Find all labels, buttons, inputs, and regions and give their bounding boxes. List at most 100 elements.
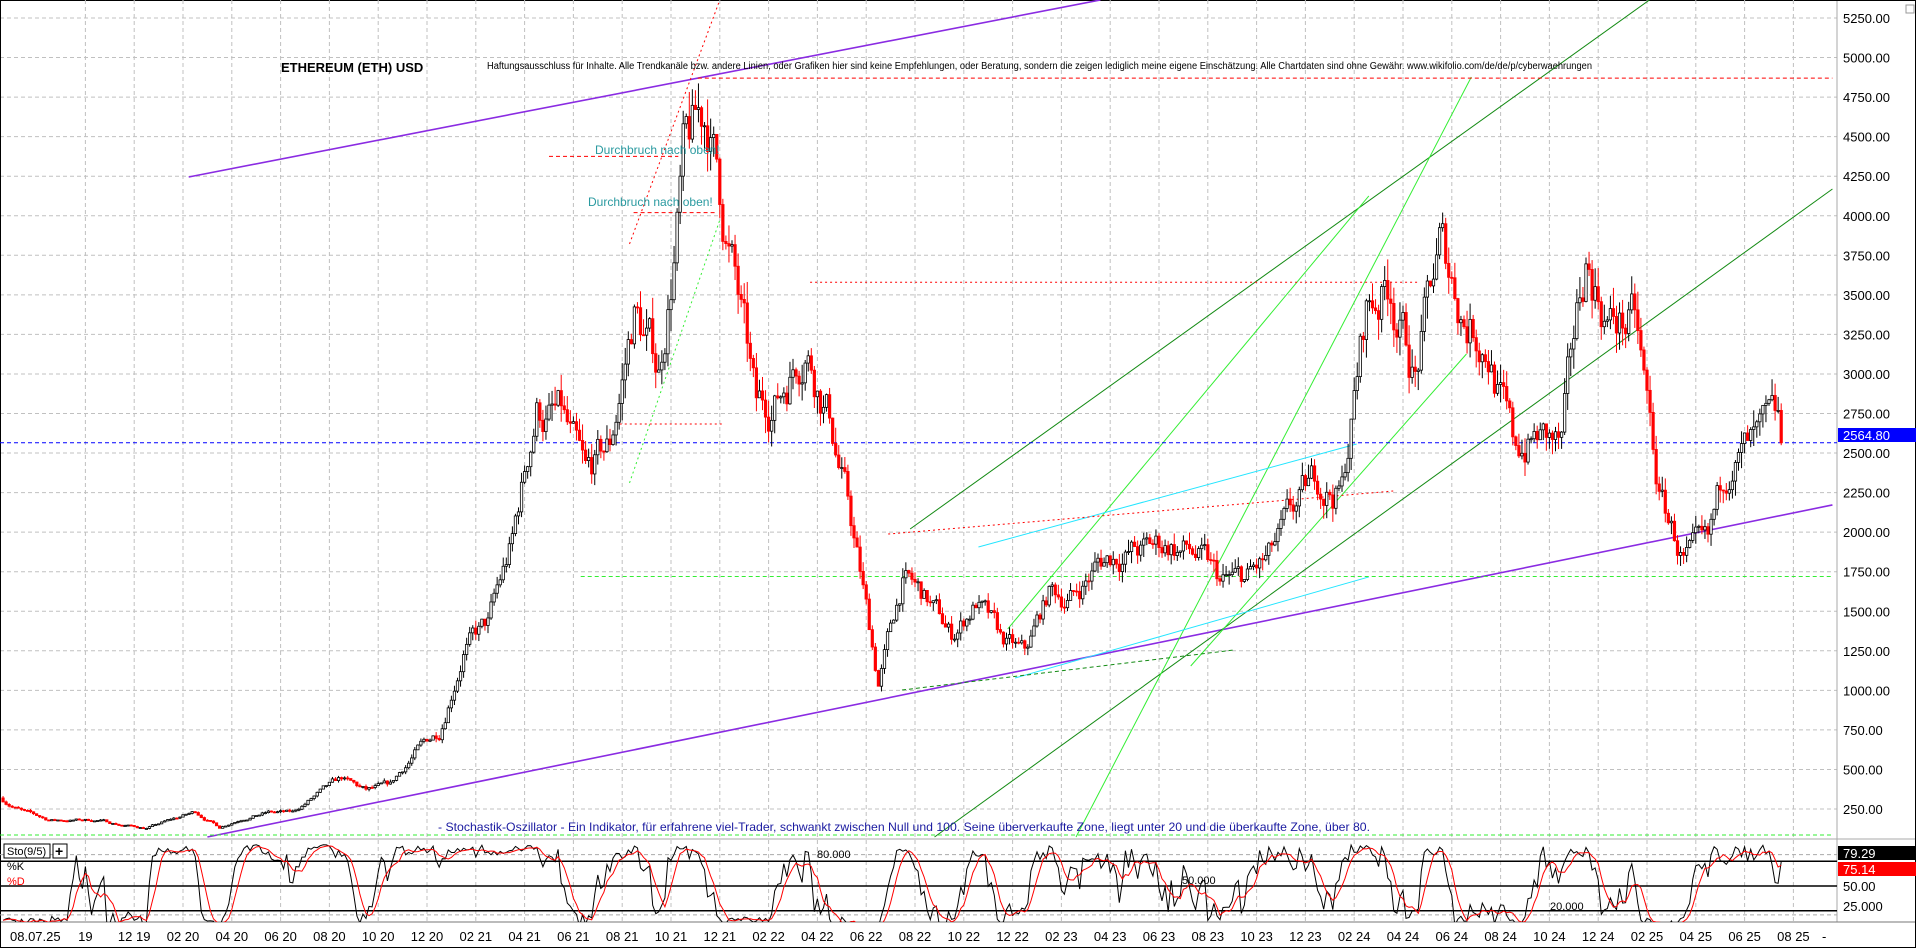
candle	[465, 643, 469, 655]
candle	[510, 533, 515, 545]
candle	[251, 815, 255, 819]
candle	[458, 671, 463, 682]
date-tick-label: 06 22	[850, 929, 883, 944]
candle	[74, 818, 78, 821]
candle	[1398, 319, 1402, 338]
candle	[1148, 537, 1152, 545]
candle	[940, 613, 945, 625]
candle	[495, 584, 499, 594]
candle	[1319, 493, 1323, 500]
candle	[248, 817, 252, 821]
candle	[1425, 280, 1429, 298]
candle	[858, 546, 862, 572]
candle	[1645, 369, 1649, 391]
candle	[41, 816, 45, 819]
candle	[660, 361, 664, 371]
candle	[638, 307, 643, 336]
candle	[190, 811, 194, 814]
candle	[1453, 277, 1457, 299]
candle	[77, 818, 81, 821]
candle	[92, 820, 97, 823]
date-tick-label: 12 20	[411, 929, 444, 944]
candle	[776, 395, 780, 399]
d-value: 75.14	[1843, 862, 1876, 877]
candle	[1072, 590, 1076, 592]
candle	[1206, 544, 1210, 561]
candle	[230, 823, 234, 826]
date-tick-label: 06 20	[264, 929, 297, 944]
candle	[977, 601, 981, 609]
price-tick-label: 3250.00	[1843, 327, 1890, 342]
stoch-d-line	[2, 845, 1782, 922]
candle	[1230, 571, 1234, 576]
candle	[565, 409, 569, 423]
candle	[1325, 491, 1329, 506]
collapse-button[interactable]	[1905, 4, 1915, 14]
candle	[120, 824, 124, 827]
candle	[1648, 389, 1652, 413]
candle	[1111, 558, 1115, 566]
candle	[339, 777, 344, 780]
d-value-box	[1838, 862, 1916, 876]
candle	[1529, 438, 1533, 441]
date-tick-label: 02 25	[1631, 929, 1664, 944]
candle	[1221, 574, 1225, 582]
candle	[620, 379, 624, 404]
candle	[1651, 412, 1655, 450]
candle	[812, 369, 816, 398]
candle	[306, 799, 310, 805]
candle	[413, 749, 417, 759]
d-legend: %D	[7, 876, 25, 888]
candle	[645, 327, 649, 336]
candle	[410, 757, 414, 764]
candle	[706, 125, 710, 152]
candle	[599, 438, 603, 452]
candle	[876, 670, 881, 687]
candle	[635, 306, 640, 309]
candle	[434, 735, 438, 739]
candle	[1227, 574, 1231, 577]
candle	[1401, 312, 1405, 321]
candle	[1322, 498, 1326, 506]
candle	[992, 610, 996, 613]
candle	[864, 584, 868, 600]
candle	[1752, 426, 1756, 430]
trendlines	[0, 0, 1837, 838]
candle	[1285, 498, 1289, 509]
price-tick-label: 4500.00	[1843, 130, 1890, 145]
candle	[440, 728, 444, 741]
add-indicator-button[interactable]	[52, 843, 68, 859]
candle	[1224, 574, 1228, 577]
date-tick-label: 06 25	[1728, 929, 1761, 944]
candle	[455, 680, 460, 692]
candle	[1761, 404, 1765, 415]
candle	[1001, 631, 1006, 645]
candle	[745, 302, 749, 344]
candle	[773, 395, 777, 421]
candle	[953, 638, 957, 641]
candle	[550, 403, 554, 406]
candle	[580, 440, 585, 451]
candle	[1627, 309, 1631, 334]
k-legend: %K	[7, 861, 25, 873]
candle	[632, 306, 637, 345]
date-tick-label: 10 22	[948, 929, 981, 944]
candle	[1340, 476, 1344, 487]
candle	[1666, 512, 1670, 524]
level-50-label: 50.000	[1182, 875, 1216, 887]
candle	[1117, 563, 1121, 572]
candle	[1267, 542, 1271, 556]
candle	[754, 367, 759, 399]
breakout-label: Durchbruch nach oben!	[588, 195, 713, 209]
candle	[1624, 327, 1628, 334]
date-tick-label: 12 19	[118, 929, 151, 944]
candle	[577, 429, 582, 441]
candle	[123, 825, 127, 827]
candle	[1581, 297, 1585, 302]
candle	[449, 699, 454, 709]
candle	[943, 623, 948, 628]
candle	[1258, 558, 1262, 569]
price-tick-label: 4250.00	[1843, 169, 1890, 184]
candle	[56, 819, 60, 822]
